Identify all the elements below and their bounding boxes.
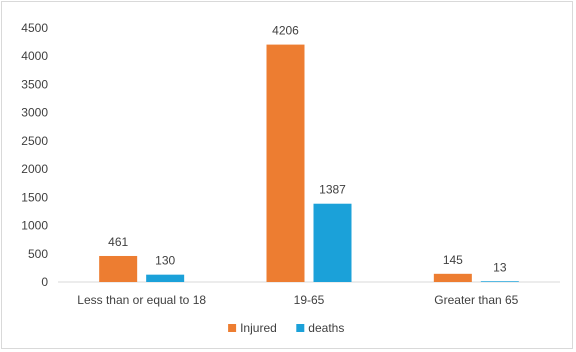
legend-swatch-injured (228, 324, 237, 332)
y-tick-label: 3500 (21, 77, 48, 91)
data-labels-group: 461 130 4206 1387 145 13 (108, 24, 507, 275)
data-label: 1387 (319, 183, 346, 197)
bars-group (99, 44, 519, 282)
data-label: 461 (108, 235, 128, 249)
bar-deaths-0 (146, 274, 185, 282)
y-tick-label: 500 (28, 247, 48, 261)
bar-injured-2 (433, 273, 472, 282)
legend-label-deaths: deaths (308, 321, 344, 335)
y-tick-label: 2000 (21, 162, 48, 176)
legend-swatch-deaths (296, 324, 305, 332)
x-tick-label: Less than or equal to 18 (77, 293, 206, 307)
y-tick-label: 1000 (21, 219, 48, 233)
y-tick-label: 0 (41, 275, 48, 289)
y-tick-label: 2500 (21, 134, 48, 148)
legend: Injured deaths (228, 321, 344, 335)
x-tick-label: Greater than 65 (434, 293, 518, 307)
bar-deaths-2 (480, 281, 519, 282)
data-label: 130 (155, 254, 175, 268)
y-tick-label: 3000 (21, 106, 48, 120)
data-label: 145 (443, 253, 463, 267)
data-label: 13 (493, 260, 507, 274)
bar-deaths-1 (313, 203, 352, 282)
bar-injured-1 (266, 44, 305, 282)
y-tick-label: 4500 (21, 21, 48, 35)
data-label: 4206 (272, 24, 299, 38)
legend-label-injured: Injured (240, 321, 277, 335)
y-axis-ticks: 0 500 1000 1500 2000 2500 3000 3500 4000 4500 (21, 21, 48, 289)
y-tick-label: 4000 (21, 49, 48, 63)
bar-injured-0 (99, 255, 138, 282)
y-tick-label: 1500 (21, 190, 48, 204)
x-axis-ticks: Less than or equal to 18 19-65 Greater tha… (77, 293, 518, 307)
x-tick-label: 19-65 (294, 293, 325, 307)
